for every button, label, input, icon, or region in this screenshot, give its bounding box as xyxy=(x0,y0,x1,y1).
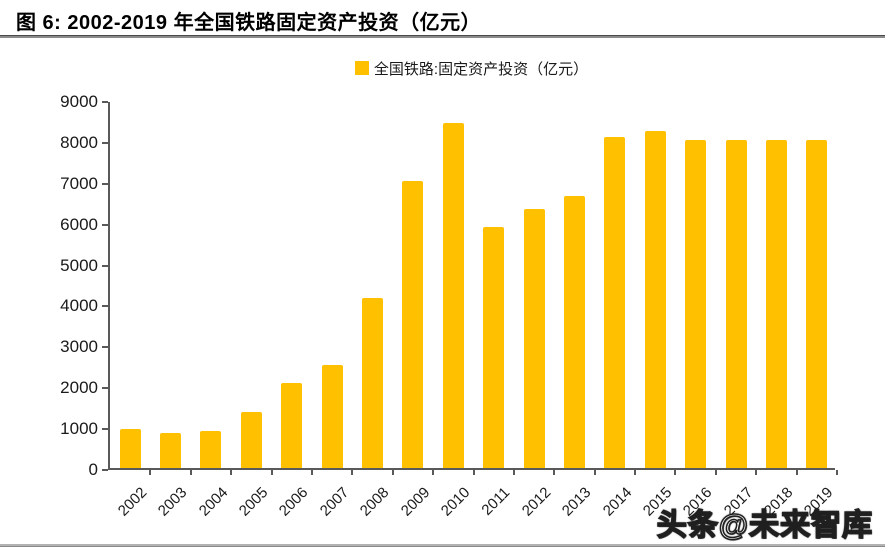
x-axis-tick xyxy=(391,470,394,475)
y-axis-tick xyxy=(102,428,108,431)
chart-plot-area: 0 1000 2000 3000 4000 5000 6000 7000 8000 9000 xyxy=(60,92,838,479)
y-axis-label: 4000 xyxy=(60,296,98,316)
y-axis-label: 2000 xyxy=(60,378,98,398)
bar-2013 xyxy=(563,195,585,468)
x-axis-tick xyxy=(512,470,515,475)
x-axis-tick xyxy=(755,470,758,475)
y-axis-label: 8000 xyxy=(60,132,98,152)
legend-swatch-icon xyxy=(354,61,369,75)
x-axis-label-2003: 2003 xyxy=(154,484,191,520)
bar-2017 xyxy=(725,140,747,468)
x-axis-tick xyxy=(553,470,556,475)
x-axis-tick xyxy=(432,470,435,475)
x-axis-label-2007: 2007 xyxy=(316,484,353,520)
bar-2010 xyxy=(442,123,464,468)
x-axis-tick xyxy=(714,470,717,475)
y-axis-tick xyxy=(102,469,108,471)
watermark: 头条@未来智库 xyxy=(656,508,873,543)
y-axis-tick xyxy=(102,182,108,185)
y-axis-tick xyxy=(102,346,108,349)
x-axis-label-2013: 2013 xyxy=(558,484,595,520)
x-axis-label-2010: 2010 xyxy=(437,484,474,520)
x-axis-label-2011: 2011 xyxy=(478,484,514,519)
x-axis-label-2004: 2004 xyxy=(195,484,232,520)
bar-2011 xyxy=(483,226,505,468)
x-axis-label-2002: 2002 xyxy=(114,484,151,520)
x-axis-tick xyxy=(836,470,838,475)
bar-2012 xyxy=(523,208,545,468)
bar-2003 xyxy=(160,432,182,468)
bar-2004 xyxy=(200,431,222,468)
bar-2008 xyxy=(362,297,384,468)
bar-2015 xyxy=(644,131,666,468)
x-axis-label-2006: 2006 xyxy=(276,484,312,520)
bar-2018 xyxy=(765,139,787,468)
legend-label: 全国铁路:固定资产投资（亿元） xyxy=(373,60,589,78)
x-axis-label-2014: 2014 xyxy=(599,484,635,520)
bar-2014 xyxy=(604,137,626,468)
bar-2002 xyxy=(119,429,141,468)
x-axis-tick xyxy=(593,470,596,475)
y-axis-tick xyxy=(102,264,108,267)
y-axis-label: 9000 xyxy=(60,92,98,111)
y-axis-tick xyxy=(102,387,108,390)
bar-2006 xyxy=(281,382,303,468)
y-axis-label: 3000 xyxy=(60,337,98,357)
page-title: 图 6: 2002-2019 年全国铁路固定资产投资（亿元） xyxy=(16,12,482,34)
y-axis-label: 0 xyxy=(88,460,98,479)
y-axis-tick xyxy=(102,141,108,144)
x-axis-label-2009: 2009 xyxy=(397,484,433,520)
x-axis-tick xyxy=(189,470,192,475)
x-axis-label-2005: 2005 xyxy=(235,484,272,520)
x-axis-tick xyxy=(149,470,152,475)
y-axis-label: 1000 xyxy=(60,419,98,439)
x-axis-tick xyxy=(795,470,798,475)
y-axis-tick xyxy=(102,305,108,308)
x-axis-tick xyxy=(310,470,313,475)
y-axis-label: 7000 xyxy=(60,173,98,193)
x-axis-tick xyxy=(472,470,475,475)
x-axis-tick xyxy=(270,470,273,475)
y-axis-tick xyxy=(102,101,108,103)
bottom-divider xyxy=(0,544,885,547)
x-axis-tick xyxy=(351,470,354,475)
y-axis-label: 6000 xyxy=(60,214,98,234)
bar-2009 xyxy=(402,181,424,468)
bar-2019 xyxy=(806,139,828,468)
bar-2007 xyxy=(321,364,343,468)
y-axis-tick xyxy=(102,223,108,226)
chart-legend: 全国铁路:固定资产投资（亿元） xyxy=(108,58,835,78)
x-axis-label-2008: 2008 xyxy=(356,484,393,520)
x-axis-tick xyxy=(674,470,677,475)
x-axis-tick xyxy=(230,470,233,475)
bar-2016 xyxy=(685,140,707,468)
y-axis-label: 5000 xyxy=(60,255,98,275)
bar-2005 xyxy=(240,412,262,468)
x-axis-tick xyxy=(634,470,637,475)
title-divider xyxy=(0,35,885,38)
x-axis-label-2012: 2012 xyxy=(518,484,555,520)
